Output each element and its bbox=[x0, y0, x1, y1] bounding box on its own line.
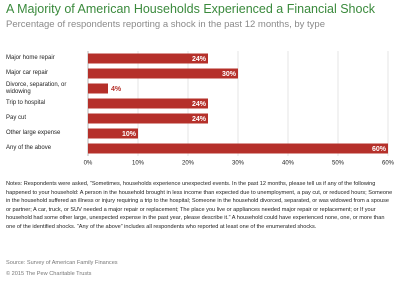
category-label: Other large expense bbox=[6, 130, 61, 137]
x-tick-label: 0% bbox=[84, 161, 93, 167]
bar bbox=[88, 128, 138, 139]
bar bbox=[88, 68, 238, 79]
chart-subtitle: Percentage of respondents reporting a sh… bbox=[6, 19, 325, 30]
value-label: 24% bbox=[192, 56, 207, 63]
x-tick-label: 30% bbox=[232, 161, 245, 167]
x-tick-label: 50% bbox=[332, 161, 345, 167]
value-label: 24% bbox=[192, 116, 207, 123]
value-label: 10% bbox=[122, 131, 137, 138]
x-tick-label: 40% bbox=[282, 161, 295, 167]
bar bbox=[88, 113, 208, 124]
x-tick-label: 10% bbox=[132, 161, 145, 167]
value-label: 30% bbox=[222, 71, 237, 78]
category-label: Any of the above bbox=[6, 145, 52, 152]
bar bbox=[88, 98, 208, 109]
bar bbox=[88, 143, 388, 154]
category-label: Pay cut bbox=[6, 115, 27, 122]
x-tick-label: 20% bbox=[182, 161, 195, 167]
source: Source: Survey of American Family Financ… bbox=[6, 260, 118, 266]
bar bbox=[88, 53, 208, 64]
value-label: 4% bbox=[111, 86, 122, 93]
notes: Notes: Respondents were asked, “Sometime… bbox=[6, 181, 393, 230]
copyright: © 2015 The Pew Charitable Trusts bbox=[6, 271, 92, 277]
category-label: Major home repair bbox=[6, 55, 55, 62]
value-label: 24% bbox=[192, 101, 207, 108]
value-label: 60% bbox=[372, 146, 387, 153]
x-tick-label: 60% bbox=[382, 161, 395, 167]
bar bbox=[88, 83, 108, 94]
chart: 0% 10% 20% 30% 40% 50% 60% 24% 30% 4% 24% 24% 10% 60% bbox=[84, 51, 395, 167]
category-label: Major car repair bbox=[6, 70, 49, 77]
category-label: Trip to hospital bbox=[6, 100, 46, 107]
chart-title: A Majority of American Households Experi… bbox=[6, 2, 375, 16]
category-label: Divorce, separation, or widowing bbox=[6, 82, 67, 95]
